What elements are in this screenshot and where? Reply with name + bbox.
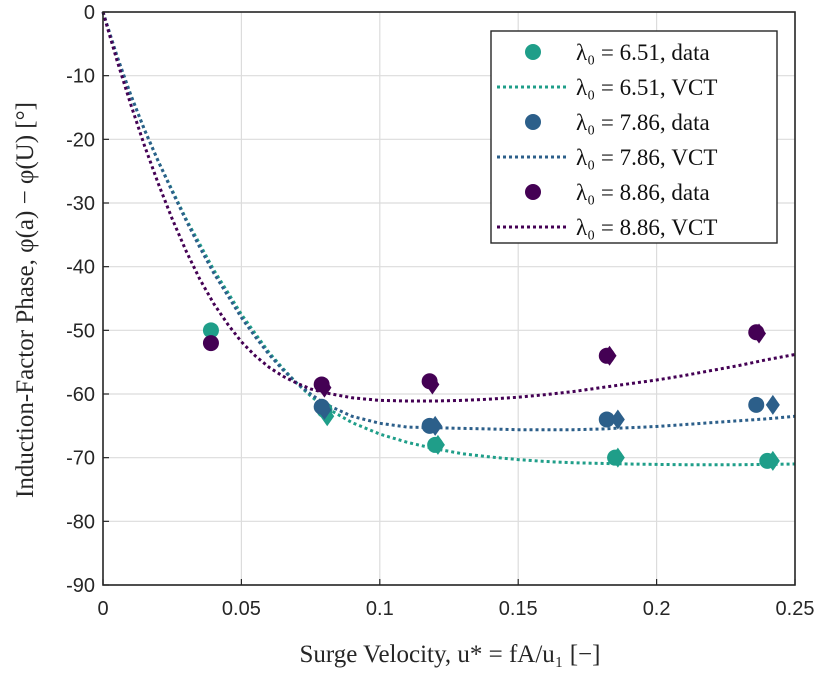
data-point-diamond [602, 345, 617, 366]
y-tick-label: -60 [66, 384, 95, 406]
data-point-diamond [425, 374, 440, 395]
data-point-circle [202, 322, 219, 339]
y-tick-label: -30 [66, 193, 95, 215]
data-point-diamond [430, 434, 445, 455]
x-axis-ticks: 0 0.05 0.1 0.15 0.2 0.25 [97, 579, 814, 620]
y-axis-ticks: 0 -10 -20 -30 -40 -50 -60 -70 -80 -90 [66, 2, 109, 597]
legend-entry-label: λ₀ = 6.51, VCT [576, 75, 717, 100]
legend-box [490, 30, 778, 244]
data-point-diamond [610, 447, 625, 468]
y-tick-label: -50 [66, 320, 95, 342]
axes-box [102, 11, 796, 586]
data-point-diamond [765, 450, 780, 471]
y-tick-label: -80 [66, 511, 95, 533]
y-tick-label: 0 [84, 2, 95, 24]
data-point-diamond [765, 394, 780, 415]
y-tick-label: -90 [66, 575, 95, 597]
y-tick-label: -10 [66, 66, 95, 88]
data-point-circle [598, 411, 615, 428]
legend-entry-label: λ₀ = 8.86, VCT [576, 215, 717, 240]
data-point-circle [748, 396, 765, 413]
legend-marker-circle [525, 114, 541, 130]
legend: λ₀ = 6.51, data λ₀ = 6.51, VCT λ₀ = 7.86, … [490, 30, 778, 244]
data-point-diamond [317, 399, 332, 420]
data-point-circle [202, 335, 219, 352]
legend-marker-circle [525, 184, 541, 200]
y-tick-label: -40 [66, 257, 95, 279]
y-tick-label: -70 [66, 448, 95, 470]
x-tick-label: 0.25 [776, 598, 815, 620]
y-axis-label: Induction-Factor Phase, φ(a) − φ(U) [°] [12, 102, 39, 498]
legend-entry-label: λ₀ = 7.86, data [576, 110, 710, 135]
data-point-diamond [428, 415, 443, 436]
data-markers [202, 322, 780, 471]
x-tick-label: 0.15 [499, 598, 538, 620]
data-point-diamond [752, 323, 767, 344]
legend-entry-label: λ₀ = 8.86, data [576, 180, 710, 205]
data-point-diamond [317, 377, 332, 398]
legend-entry-label: λ₀ = 7.86, VCT [576, 145, 717, 170]
y-tick-label: -20 [66, 129, 95, 151]
data-point-diamond [610, 409, 625, 430]
x-axis-label: Surge Velocity, u* = fA/u₁ [−] [299, 641, 600, 668]
x-tick-label: 0 [97, 598, 108, 620]
x-tick-label: 0.1 [366, 598, 394, 620]
x-tick-label: 0.05 [222, 598, 261, 620]
legend-entry-label: λ₀ = 6.51, data [576, 40, 710, 65]
legend-marker-circle [525, 44, 541, 60]
x-tick-label: 0.2 [643, 598, 671, 620]
